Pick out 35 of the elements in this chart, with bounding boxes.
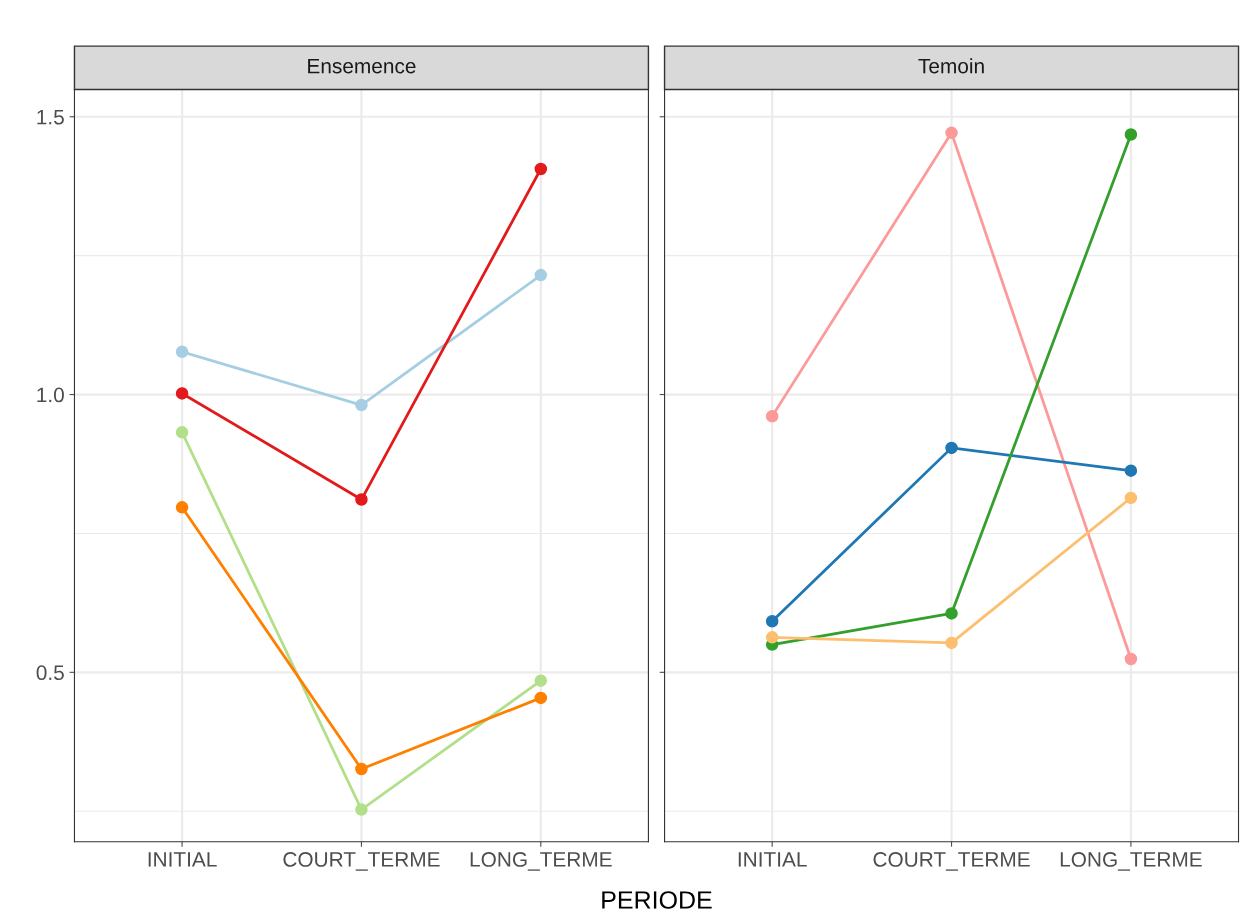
x-tick-label: COURT_TERME <box>873 852 1030 871</box>
x-tick-label: INITIAL <box>738 852 807 867</box>
point <box>534 162 548 176</box>
point <box>1124 652 1138 666</box>
x-tick-label: COURT_TERME <box>283 852 440 871</box>
point <box>765 631 779 644</box>
point <box>765 409 779 423</box>
y-tick-label: 0.5 <box>36 665 64 681</box>
point <box>945 607 958 620</box>
point <box>175 345 189 359</box>
x-tick-label: LONG_TERME <box>470 852 612 871</box>
point <box>945 636 958 650</box>
point <box>765 614 779 628</box>
point <box>355 762 368 776</box>
point <box>355 803 368 816</box>
point <box>945 126 958 140</box>
point <box>175 387 189 400</box>
point <box>945 441 958 455</box>
chart-title: Ensemence <box>308 58 416 74</box>
y-tick-label: 1.0 <box>37 387 64 403</box>
chart-title: Temoin <box>918 58 984 74</box>
point <box>534 674 548 687</box>
point <box>175 426 189 439</box>
point <box>1124 491 1138 505</box>
x-tick-label: LONG_TERME <box>1060 852 1202 871</box>
point <box>1124 128 1138 141</box>
y-tick-label: 1.5 <box>37 109 64 125</box>
point <box>534 268 548 282</box>
point <box>1124 464 1138 477</box>
point <box>355 398 368 412</box>
point <box>355 493 368 506</box>
x-axis-title: PERIODE <box>602 891 712 909</box>
x-tick-label: INITIAL <box>148 852 217 867</box>
point <box>534 691 548 705</box>
point <box>175 501 189 514</box>
